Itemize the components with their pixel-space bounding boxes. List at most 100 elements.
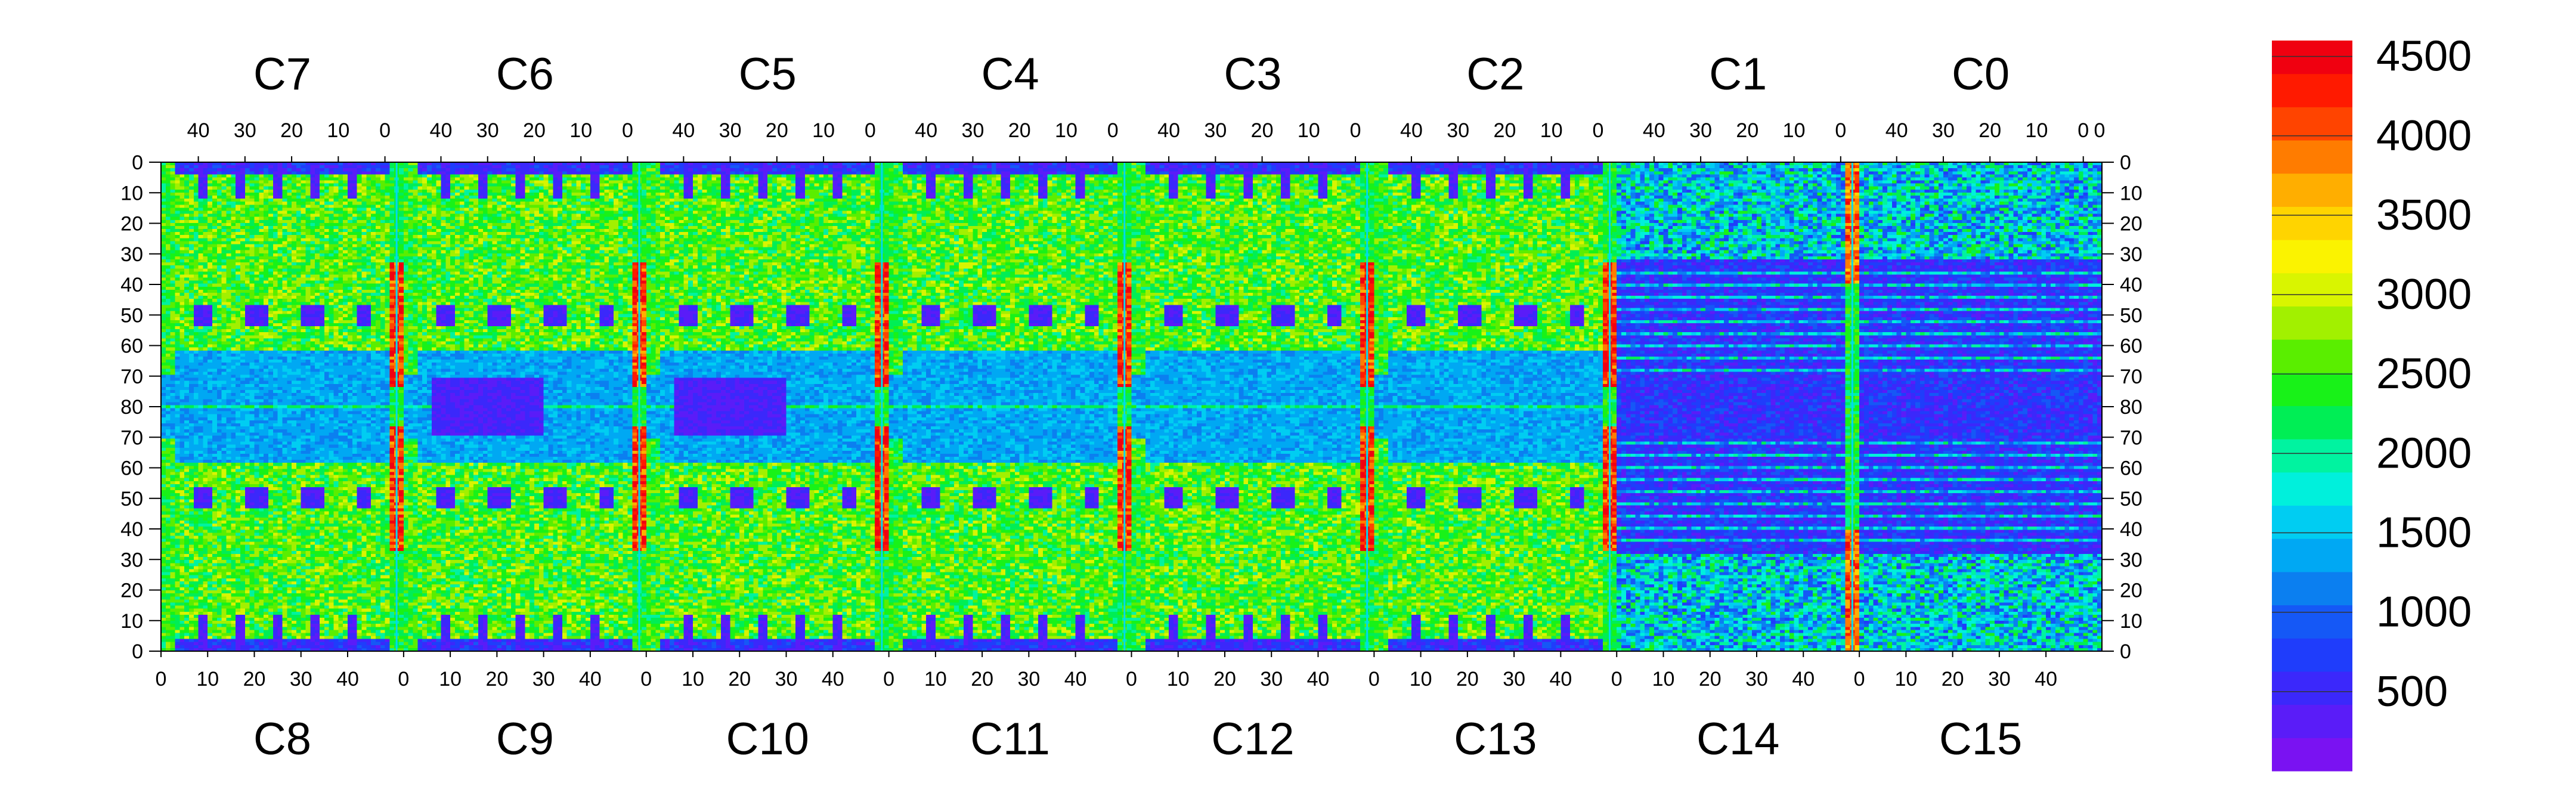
colorbar-band (2272, 73, 2352, 107)
x-tick-label-top: 20 (1494, 119, 1516, 142)
x-tick-label-bottom: 10 (196, 668, 219, 691)
y-tick-label-right: 30 (2120, 549, 2142, 571)
chip-label-top: C3 (1224, 49, 1281, 100)
x-tick-label-top: 10 (327, 119, 349, 142)
x-tick-label-top: 10 (812, 119, 835, 142)
colorbar-band (2272, 240, 2352, 274)
x-axis-ticks: 40 30 20 10 0 0 10 20 30 40 40 30 20 10 0 0 10 20 30 40 40 30… (156, 119, 2106, 691)
x-tick-label-bottom: 30 (775, 668, 798, 691)
colorbar-band (2272, 538, 2352, 572)
chip-label-bottom: C14 (1696, 714, 1779, 764)
y-tick-label-right: 40 (2120, 518, 2142, 541)
colorbar-tick-label: 2000 (2376, 429, 2472, 477)
x-tick-label-top: 20 (523, 119, 546, 142)
x-tick-label-bottom: 40 (2035, 668, 2057, 691)
x-tick-label-bottom: 30 (290, 668, 312, 691)
colorbar-band (2272, 206, 2352, 240)
x-tick-label-bottom: 30 (1503, 668, 1525, 691)
x-tick-label-top: 10 (1783, 119, 1806, 142)
x-tick-label-top: 10 (569, 119, 592, 142)
x-tick-label-bottom: 40 (1792, 668, 1815, 691)
heatmap-image (161, 162, 2102, 651)
y-tick-label-right: 60 (2120, 457, 2142, 480)
x-tick-label-bottom: 40 (1064, 668, 1087, 691)
x-tick-label-bottom: 20 (728, 668, 751, 691)
x-tick-label-top: 0 (2077, 119, 2089, 142)
x-tick-label-bottom: 20 (971, 668, 993, 691)
x-tick-label-top: 0 (1107, 119, 1119, 142)
colorbar-band (2272, 439, 2352, 473)
x-tick-label-top: 20 (1736, 119, 1758, 142)
x-tick-label-bottom: 30 (1988, 668, 2011, 691)
colorbar: 500 1000 1500 2000 2500 3000 3500 4000 4500 (2272, 33, 2472, 772)
colorbar-band (2272, 173, 2352, 207)
y-tick-label-right: 50 (2120, 488, 2142, 510)
x-tick-label-bottom: 0 (1126, 668, 1137, 691)
x-tick-label-top: 20 (766, 119, 788, 142)
x-tick-label-top: 30 (719, 119, 742, 142)
x-tick-label-bottom: 0 (1368, 668, 1380, 691)
chip-label-top: C6 (496, 49, 554, 100)
x-tick-label-bottom: 10 (1167, 668, 1190, 691)
chip-label-top: C4 (981, 49, 1039, 100)
colorbar-tick-label: 4000 (2376, 112, 2472, 160)
chip-label-bottom: C11 (970, 714, 1050, 764)
colorbar-tick-label: 3000 (2376, 271, 2472, 318)
x-tick-label-bottom: 20 (243, 668, 266, 691)
y-tick-label-right: 0 (2120, 640, 2131, 663)
x-tick-label-top: 0 (1835, 119, 1846, 142)
y-tick-label-right: 20 (2120, 580, 2142, 602)
x-tick-label-bottom: 30 (1260, 668, 1283, 691)
colorbar-band (2272, 107, 2352, 141)
colorbar-tick-label: 1000 (2376, 589, 2472, 636)
x-tick-label-bottom: 0 (398, 668, 409, 691)
chip-label-top: C2 (1466, 49, 1524, 100)
x-tick-label-bottom: 0 (883, 668, 894, 691)
colorbar-tick-label: 3500 (2376, 191, 2472, 239)
x-tick-label-bottom: 10 (924, 668, 947, 691)
x-tick-label-top: 40 (1885, 119, 1908, 142)
x-tick-label-top: 40 (1643, 119, 1665, 142)
y-tick-label-right: 80 (2120, 396, 2142, 419)
chip-labels: C7 C6 C5 C4 C3 C2 C1 C0 C8 C9 C10 C11 C12 C13 C14 C15 (253, 49, 2022, 764)
y-axis-ticks: 0 10 20 30 40 50 60 70 80 70 60 50 40 30 20 10 0 0 10 20 30 4… (120, 151, 2142, 663)
y-tick-label-left: 70 (120, 366, 143, 388)
x-tick-label-top: 30 (1932, 119, 1955, 142)
chip-label-top: C0 (1952, 49, 2010, 100)
y-tick-label-left: 50 (120, 304, 143, 327)
y-tick-label-left: 50 (120, 488, 143, 510)
x-tick-label-bottom: 20 (1942, 668, 1964, 691)
y-tick-label-left: 10 (120, 610, 143, 633)
colorbar-band (2272, 472, 2352, 506)
y-tick-label-right: 50 (2120, 304, 2142, 327)
x-tick-label-top: 40 (1400, 119, 1423, 142)
y-tick-label-left: 80 (120, 396, 143, 419)
x-tick-label-top: 20 (1979, 119, 2001, 142)
y-tick-label-left: 60 (120, 335, 143, 358)
x-tick-label-bottom: 10 (682, 668, 704, 691)
y-tick-label-right: 70 (2120, 366, 2142, 388)
x-tick-label-bottom: 40 (579, 668, 602, 691)
x-tick-label-bottom: 40 (822, 668, 844, 691)
colorbar-band (2272, 704, 2352, 738)
x-tick-label-top: 20 (280, 119, 303, 142)
y-tick-label-right: 10 (2120, 182, 2142, 205)
colorbar-band (2272, 671, 2352, 705)
x-tick-label-top: 40 (430, 119, 453, 142)
y-tick-label-left: 40 (120, 274, 143, 296)
x-tick-label-bottom: 20 (1456, 668, 1479, 691)
x-tick-label-bottom: 0 (156, 668, 167, 691)
chip-label-bottom: C15 (1939, 714, 2022, 764)
x-tick-label-top: 0 (379, 119, 391, 142)
chip-label-top: C7 (253, 49, 311, 100)
colorbar-band (2272, 405, 2352, 439)
y-tick-label-right: 40 (2120, 274, 2142, 296)
x-tick-label-top: 10 (1540, 119, 1563, 142)
y-tick-label-right: 10 (2120, 610, 2142, 633)
x-tick-label-bottom: 30 (532, 668, 555, 691)
x-tick-label-bottom: 10 (1894, 668, 1917, 691)
y-tick-label-left: 60 (120, 457, 143, 480)
x-tick-label-bottom: 30 (1745, 668, 1768, 691)
x-tick-label-top: 30 (476, 119, 499, 142)
